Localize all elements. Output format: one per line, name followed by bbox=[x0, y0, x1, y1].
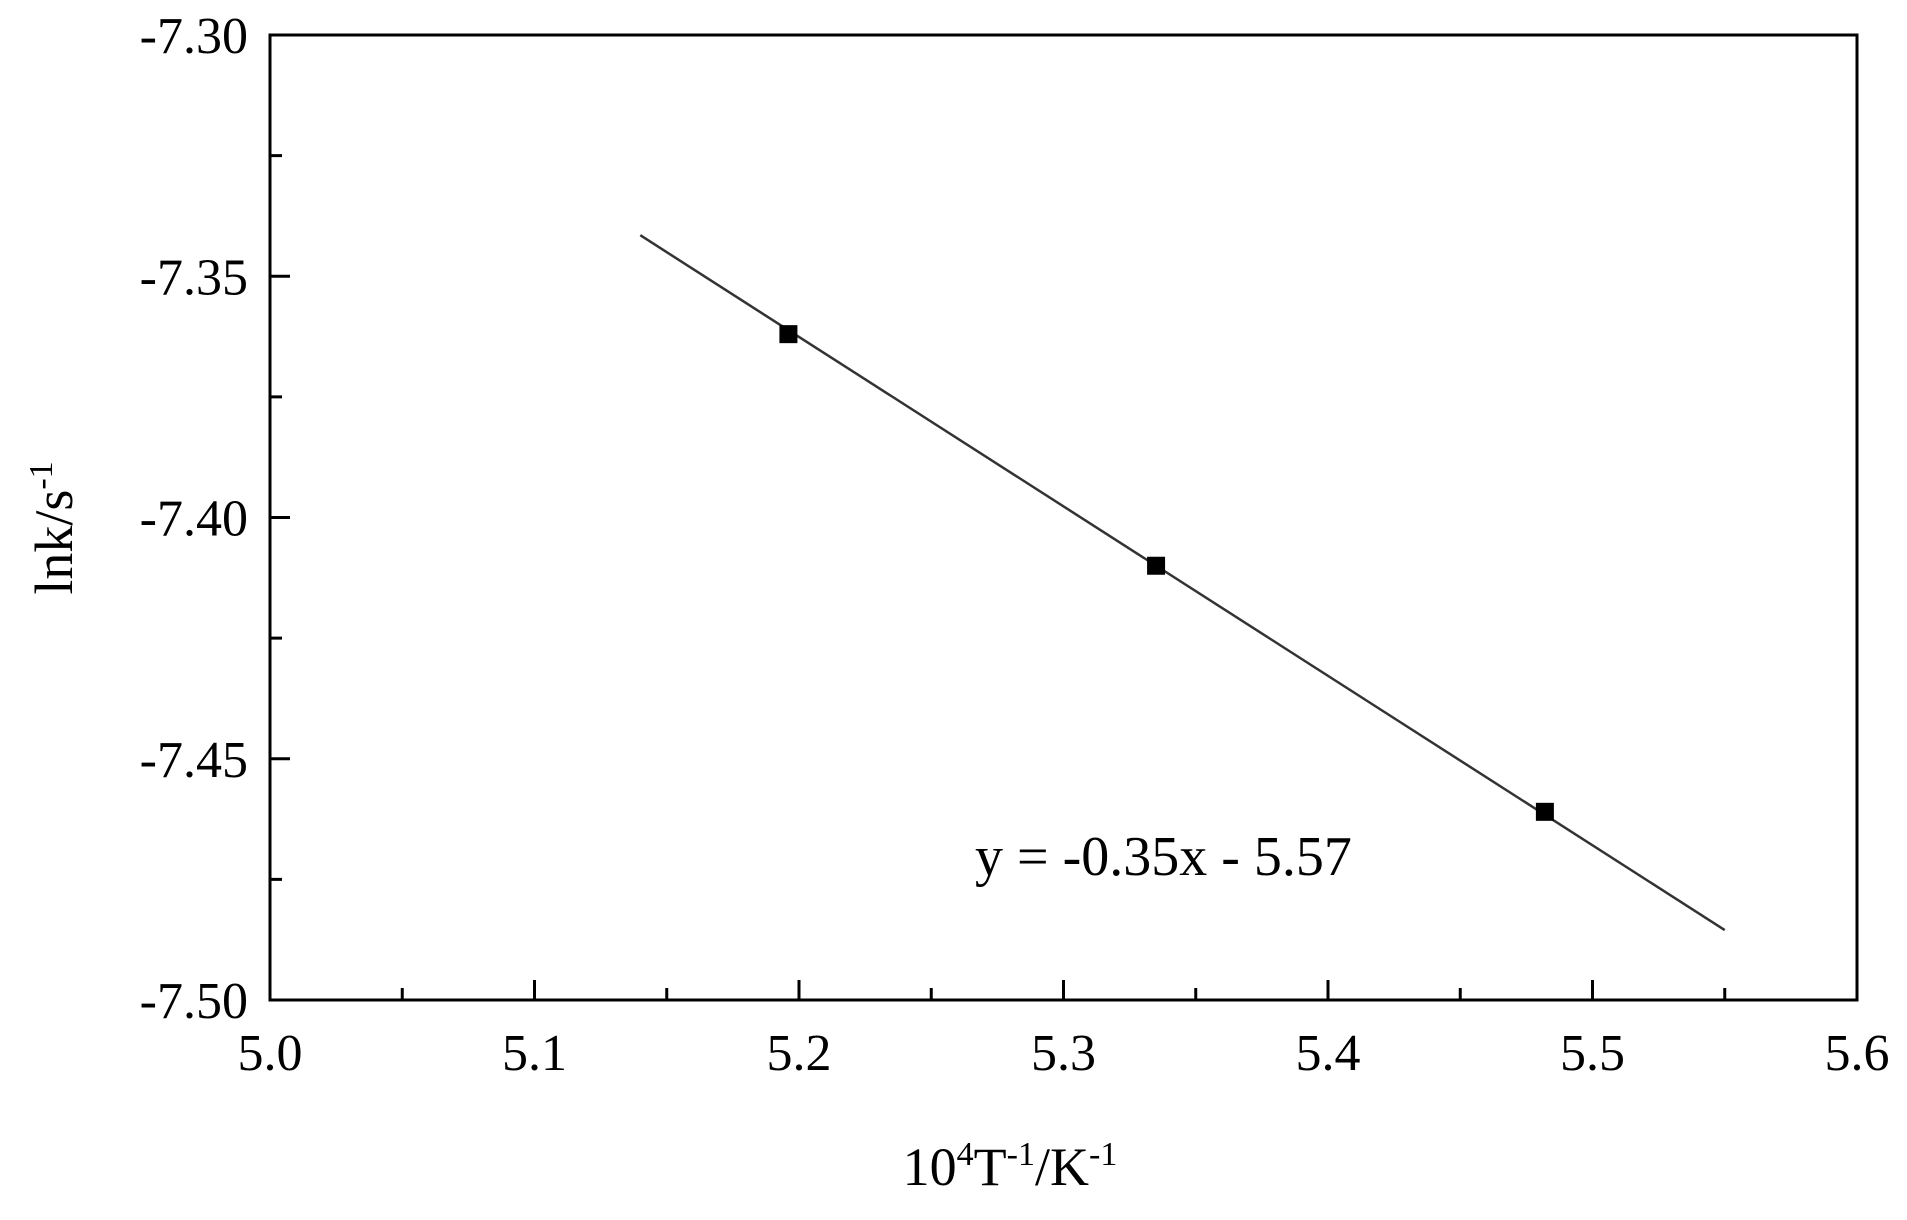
data-point bbox=[1535, 802, 1554, 821]
x-axis-label-mid-sup: -1 bbox=[1007, 1136, 1035, 1173]
x-axis-label-suffix: /K bbox=[1035, 1137, 1089, 1197]
data-point bbox=[1147, 556, 1166, 575]
y-axis-label: lnk/s-1 bbox=[23, 461, 84, 594]
y-tick-label: -7.40 bbox=[140, 491, 248, 548]
x-tick-label: 5.1 bbox=[502, 1025, 567, 1082]
y-tick-label: -7.35 bbox=[140, 249, 248, 306]
y-tick-label: -7.50 bbox=[140, 973, 248, 1030]
series-group bbox=[639, 234, 1726, 932]
y-tick-label: -7.30 bbox=[140, 8, 248, 65]
x-tick-label: 5.2 bbox=[767, 1025, 832, 1082]
y-tick-label: -7.45 bbox=[140, 732, 248, 789]
x-axis-label: 104T-1/K-1 bbox=[903, 1136, 1118, 1197]
annotation-background bbox=[940, 808, 1440, 912]
x-tick-label: 5.6 bbox=[1825, 1025, 1890, 1082]
x-axis-label-prefix: 10 bbox=[903, 1137, 957, 1197]
y-axis-label-sup: -1 bbox=[23, 461, 60, 489]
x-axis: 5.0 5.1 5.2 5.3 5.4 5.5 5.6 bbox=[238, 980, 1890, 1082]
x-tick-label: 5.4 bbox=[1296, 1025, 1361, 1082]
x-axis-label-suffix-sup: -1 bbox=[1089, 1136, 1117, 1173]
y-axis: -7.30 -7.35 -7.40 -7.45 -7.50 bbox=[140, 8, 290, 1030]
data-point bbox=[779, 325, 798, 344]
x-tick-label: 5.3 bbox=[1031, 1025, 1096, 1082]
x-axis-label-mid: T bbox=[974, 1137, 1007, 1197]
x-axis-label-prefix-sup: 4 bbox=[957, 1136, 974, 1173]
y-axis-label-text: lnk/s bbox=[24, 490, 84, 595]
x-tick-label: 5.5 bbox=[1560, 1025, 1625, 1082]
fit-equation-annotation: y = -0.35x - 5.57 bbox=[975, 826, 1352, 888]
x-tick-label: 5.0 bbox=[238, 1025, 303, 1082]
